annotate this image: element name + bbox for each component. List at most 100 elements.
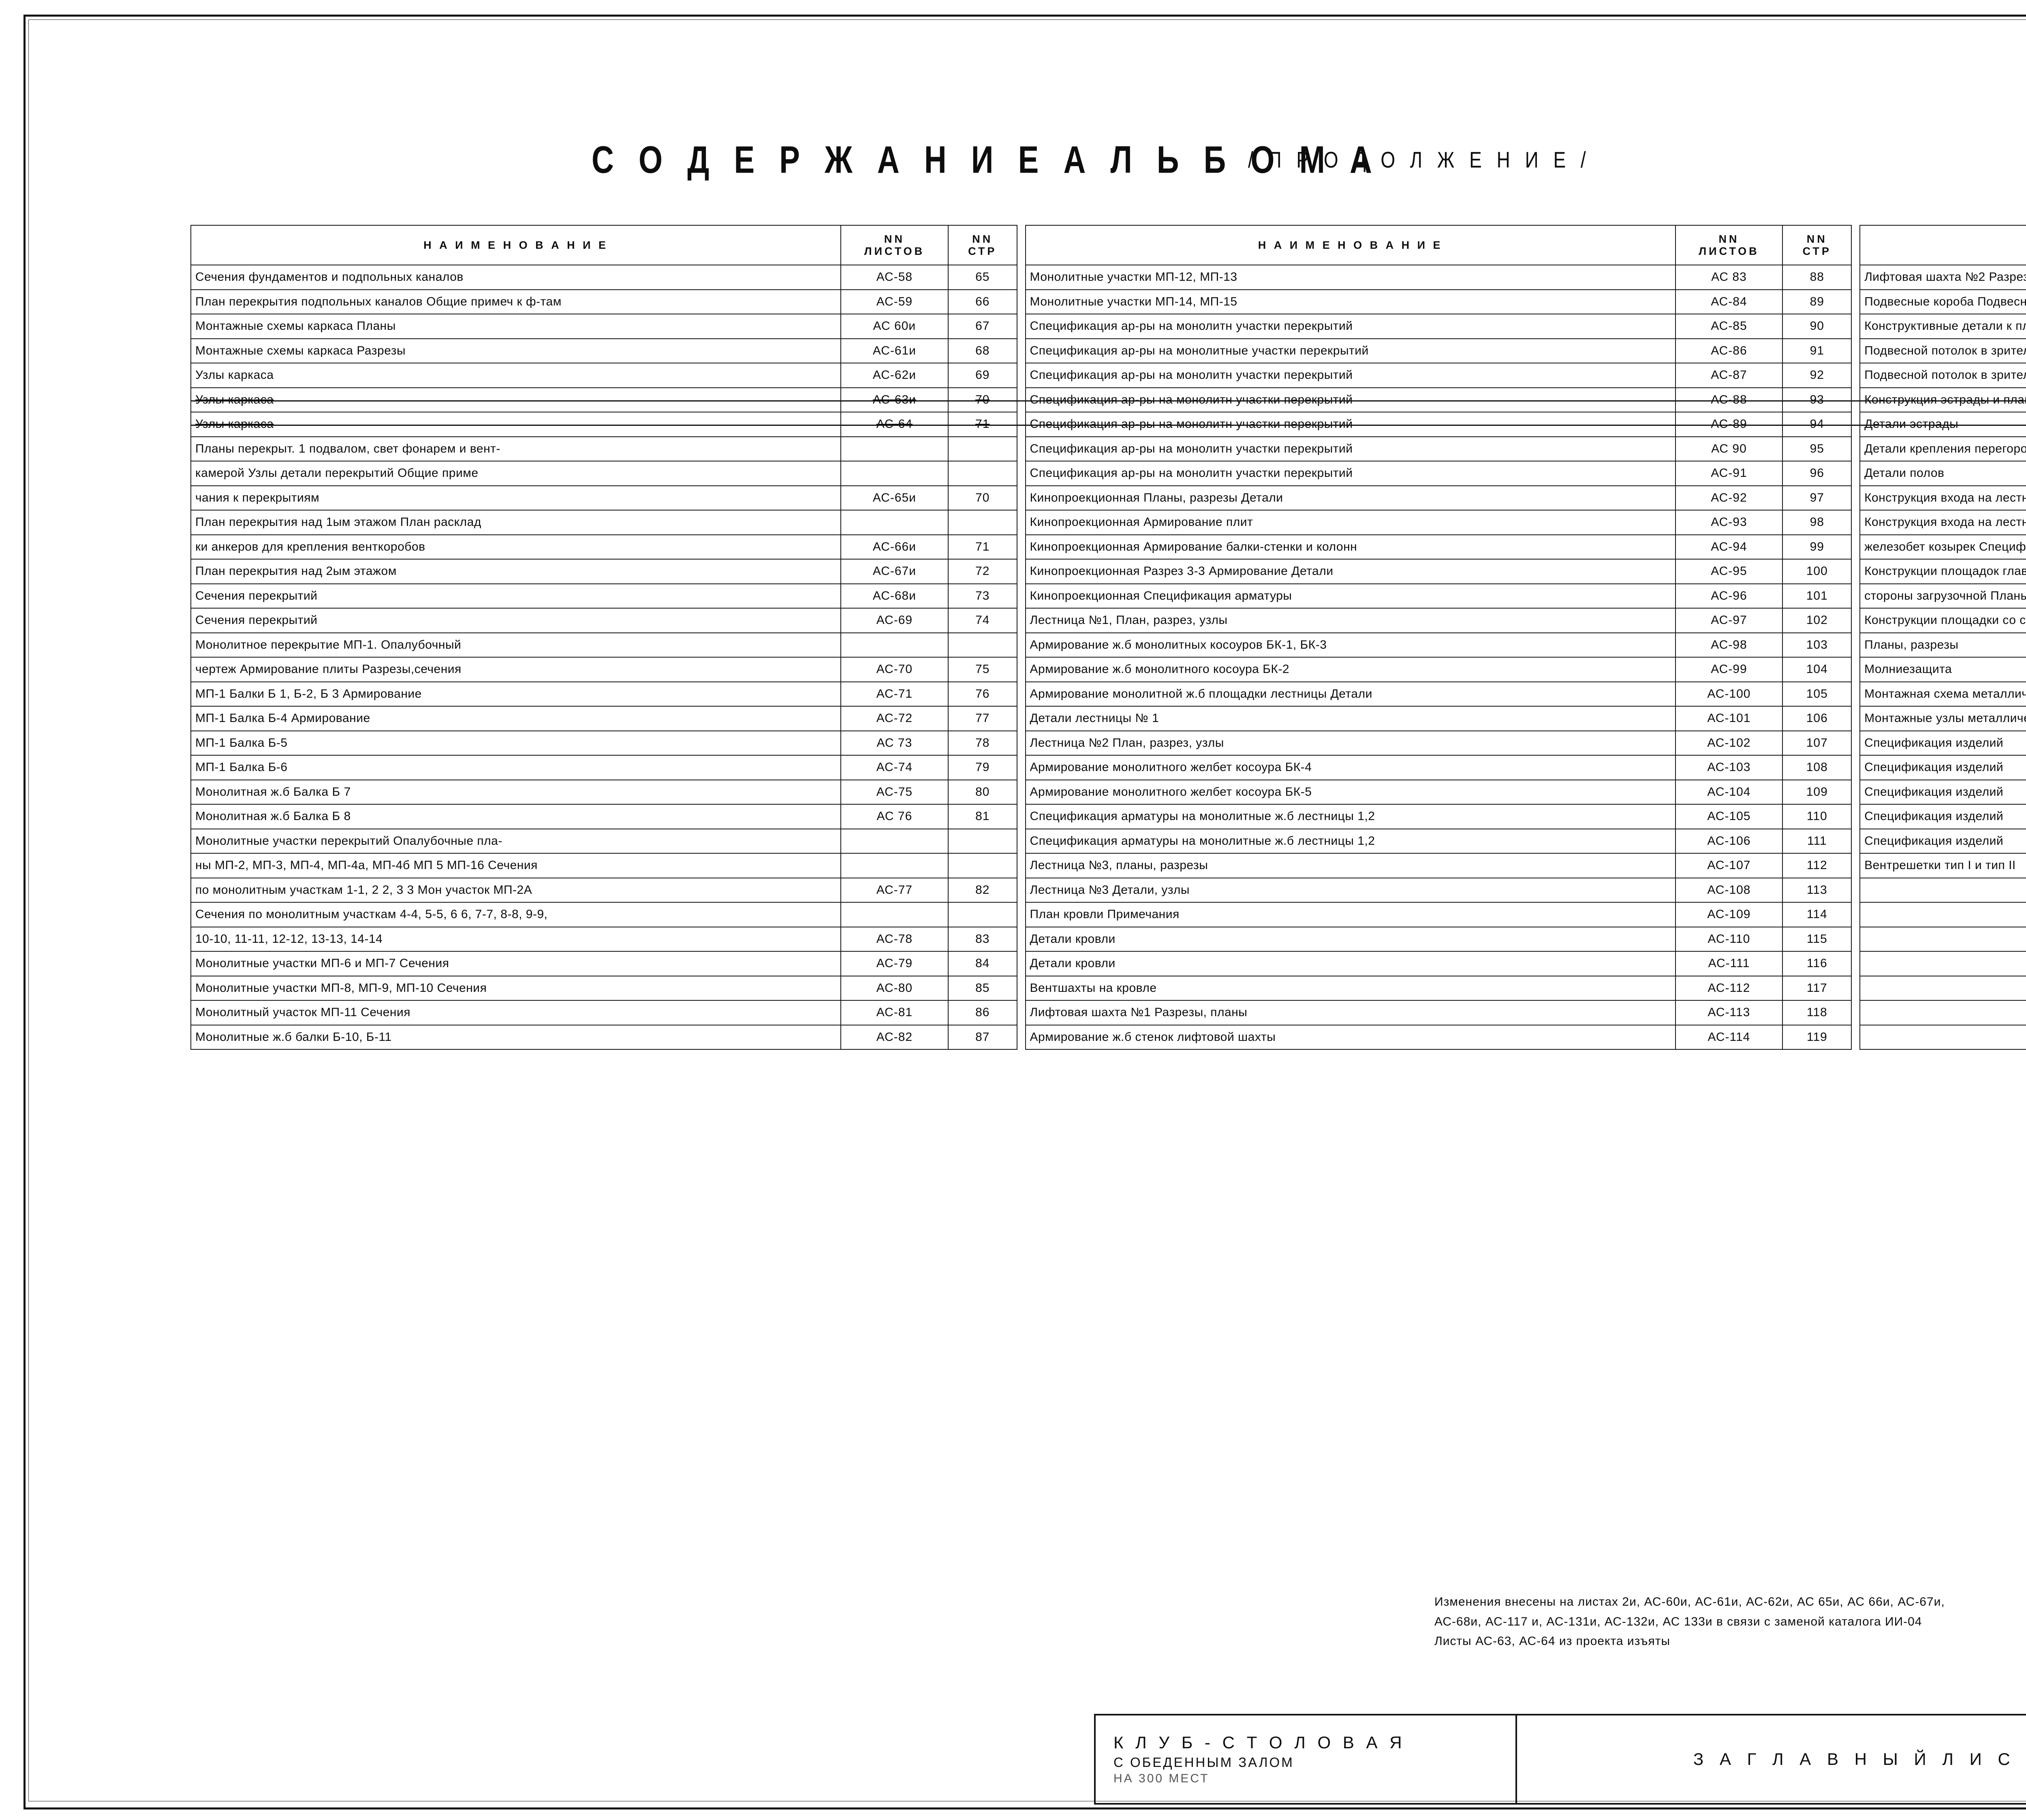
row-page-number: 86 [947,1000,1017,1025]
column-gap [1851,755,1860,780]
revision-notes: Изменения внесены на листах 2и, АС-60и, … [1434,1592,1945,1651]
row-page-number: 106 [1782,706,1852,731]
row-title: Монтажные узлы металлического козырька в… [1859,706,2026,731]
table-row: Монолитная ж.б Балка Б 7 АС-75 80 Армирован… [190,779,2026,805]
table-row: Узлы каркаса АС-62и 69 Спецификация ар-ры н… [190,363,2026,388]
row-page-number [947,436,1017,461]
row-sheet-number: АС-61и [840,338,949,363]
table-body: Сечения фундаментов и подпольных каналов… [190,265,2026,1050]
row-page-number [947,902,1017,927]
row-title: Вентрешетки тип I и тип II [1859,853,2026,878]
title-block: К Л У Б - С Т О Л О В А Я С ОБЕДЕННЫМ ЗА… [1094,1714,2026,1805]
header-name-1: Н А И М Е Н О В А Н И Е [190,225,842,265]
column-gap [1017,535,1026,560]
row-sheet-number: АС-103 [1675,755,1783,780]
column-gap [1851,388,1860,412]
row-page-number: 118 [1782,1000,1852,1025]
column-gap [1017,1025,1026,1050]
table-row: Монолитные участки перекрытий Опалубочны… [190,828,2026,854]
table-row: МП-1 Балка Б-6 АС-74 79 Армирование монолит… [190,755,2026,780]
row-page-number: 109 [1782,779,1852,805]
row-title: Вентшахты на кровле [1025,975,1676,1001]
column-gap [1017,608,1026,633]
row-title: Армирование ж.б стенок лифтовой шахты [1025,1024,1676,1050]
row-title: Спецификация ар-ры на монолитн участки п… [1025,363,1676,388]
row-title: Молниезащита [1859,657,2026,682]
row-title: Спецификация изделий [1859,730,2026,756]
row-page-number: 101 [1782,583,1852,609]
row-sheet-number: АС-86 [1675,338,1783,363]
row-page-number: 73 [947,583,1017,609]
page-title-suffix: / П Р О Д О Л Ж Е Н И Е / [1248,147,1591,173]
row-title: МП-1 Балка Б-6 [190,755,842,780]
row-title: чания к перекрытиям [190,485,842,511]
column-gap [1851,927,1860,952]
row-page-number: 78 [947,730,1017,756]
row-title: Спецификация ар-ры на монолитные участки… [1025,338,1676,363]
row-page-number: 67 [947,314,1017,339]
row-title: План перекрытия подпольных каналов Общие… [190,289,842,314]
row-title: Сечения перекрытий [190,583,842,609]
header-pages-2: NN СТР [1782,225,1852,265]
column-gap [1017,265,1026,290]
column-gap [1017,584,1026,609]
album-contents-table: Н А И М Е Н О В А Н И Е NN ЛИСТОВ NN СТР… [190,225,2026,1050]
row-title [1859,1024,2026,1050]
column-gap [1851,510,1860,535]
row-page-number: 74 [947,608,1017,633]
row-title: Кинопроекционная Армирование балки-стенк… [1025,534,1676,560]
table-row: 10-10, 11-11, 12-12, 13-13, 14-14 АС-78 83… [190,926,2026,952]
column-gap [1017,388,1026,412]
row-sheet-number: АС-108 [1675,877,1783,903]
row-title: Монтажные схемы каркаса Разрезы [190,338,842,363]
row-title: Детали лестницы № 1 [1025,706,1676,731]
row-title: ны МП-2, МП-3, МП-4, МП-4а, МП-4б МП 5 М… [190,853,842,878]
row-sheet-number: АС-106 [1675,828,1783,854]
column-gap [1017,731,1026,756]
row-page-number: 81 [947,804,1017,829]
page-title: С О Д Е Р Ж А Н И Е А Л Ь Б О М А [592,138,1380,182]
row-title: Монолитный участок МП-11 Сечения [190,1000,842,1025]
table-row: Монолитные участки МП-6 и МП-7 Сечения АС… [190,951,2026,976]
column-gap [1851,608,1860,633]
column-gap [1017,461,1026,486]
row-title: Монолитные участки МП-8, МП-9, МП-10 Сеч… [190,975,842,1001]
row-title: Конструктивные детали к планам этажей и … [1859,314,2026,339]
row-sheet-number: АС-71 [840,681,949,707]
row-sheet-number: АС-105 [1675,804,1783,829]
row-title: Детали кровли [1025,926,1676,952]
row-title: Лестница №2 План, разрез, узлы [1025,730,1676,756]
row-page-number: 112 [1782,853,1852,878]
row-page-number: 80 [947,779,1017,805]
row-title: Планы, разрезы [1859,632,2026,658]
header-gap-2 [1851,225,1860,265]
column-gap [1017,486,1026,511]
column-gap [1017,706,1026,731]
row-sheet-number [840,510,949,535]
column-gap [1017,878,1026,903]
row-title: Армирование ж.б монолитного косоура БК-2 [1025,657,1676,682]
column-gap [1017,951,1026,976]
row-title [1859,926,2026,952]
row-sheet-number: АС-68и [840,583,949,609]
row-sheet-number: АС-97 [1675,608,1783,633]
row-title: Армирование монолитного желбет косоура Б… [1025,779,1676,805]
row-sheet-number: АС-92 [1675,485,1783,511]
row-sheet-number: АС-93 [1675,510,1783,535]
column-gap [1017,633,1026,658]
row-title: Спецификация ар-ры на монолитн участки п… [1025,436,1676,461]
table-header-row: Н А И М Е Н О В А Н И Е NN ЛИСТОВ NN СТР… [190,225,2026,265]
row-sheet-number: АС-89 [1675,412,1783,437]
column-gap [1851,412,1860,437]
row-title: Спецификация изделий [1859,828,2026,854]
row-page-number: 104 [1782,657,1852,682]
row-sheet-number: АС-104 [1675,779,1783,805]
object-name-line2: С ОБЕДЕННЫМ ЗАЛОМ [1113,1755,1294,1770]
table-row: Монолитный участок МП-11 Сечения АС-81 86 Л… [190,1000,2026,1025]
column-gap [1851,951,1860,976]
row-sheet-number: АС-63и [840,387,949,412]
table-row: МП-1 Балки Б 1, Б-2, Б 3 Армирование АС-7… [190,681,2026,707]
row-page-number: 77 [947,706,1017,731]
row-page-number: 69 [947,363,1017,388]
column-gap [1851,853,1860,878]
